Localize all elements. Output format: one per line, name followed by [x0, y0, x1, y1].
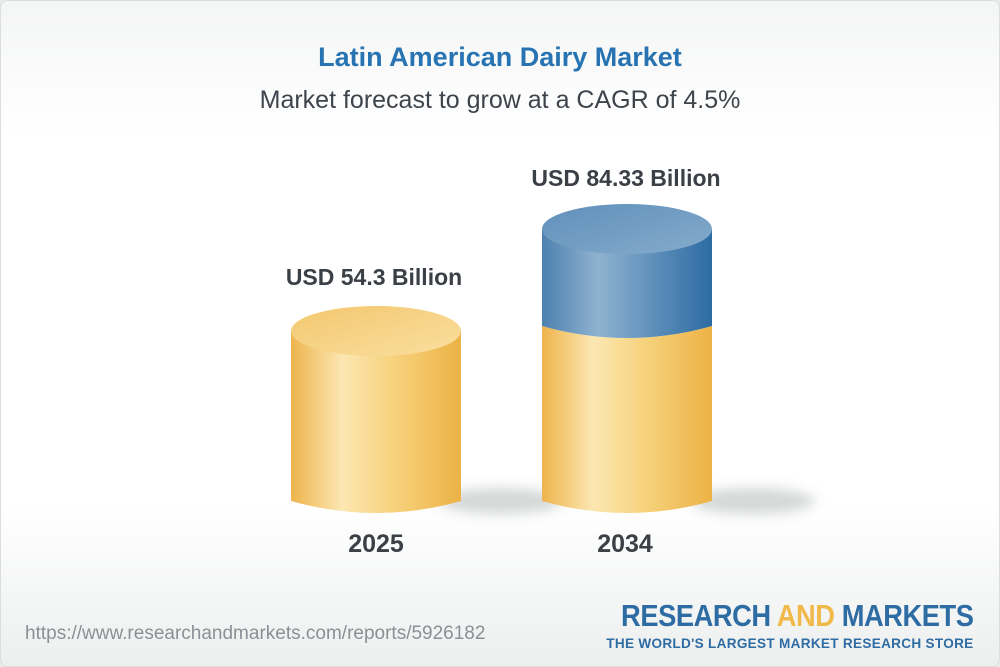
- chart-title: Latin American Dairy Market: [318, 42, 682, 72]
- value-label-2034: USD 84.33 Billion: [531, 165, 721, 191]
- bar-2034-gold-segment: [542, 326, 712, 513]
- research-and-markets-logo: RESEARCH AND MARKETS THE WORLD'S LARGEST…: [573, 598, 975, 651]
- chart-subtitle: Market forecast to grow at a CAGR of 4.5…: [259, 86, 741, 114]
- report-url-link[interactable]: https://www.researchandmarkets.com/repor…: [25, 623, 486, 644]
- year-label-2025: 2025: [348, 530, 404, 558]
- logo-word-markets: MARKETS: [842, 598, 974, 633]
- bar-2025-shadow: [439, 488, 563, 514]
- bar-2025-cylinder: [291, 306, 461, 513]
- bar-2034-cylinder: [542, 204, 712, 513]
- bar-2034-shadow: [691, 488, 815, 514]
- bar-2034-blue-segment: [542, 229, 712, 338]
- year-label-2034: 2034: [597, 530, 653, 558]
- value-label-2025: USD 54.3 Billion: [285, 264, 463, 290]
- logo-tagline: THE WORLD'S LARGEST MARKET RESEARCH STOR…: [606, 634, 974, 651]
- logo-wordmark: RESEARCH AND MARKETS: [621, 598, 975, 633]
- logo-word-research: RESEARCH: [621, 598, 772, 633]
- logo-word-and: AND: [777, 598, 836, 633]
